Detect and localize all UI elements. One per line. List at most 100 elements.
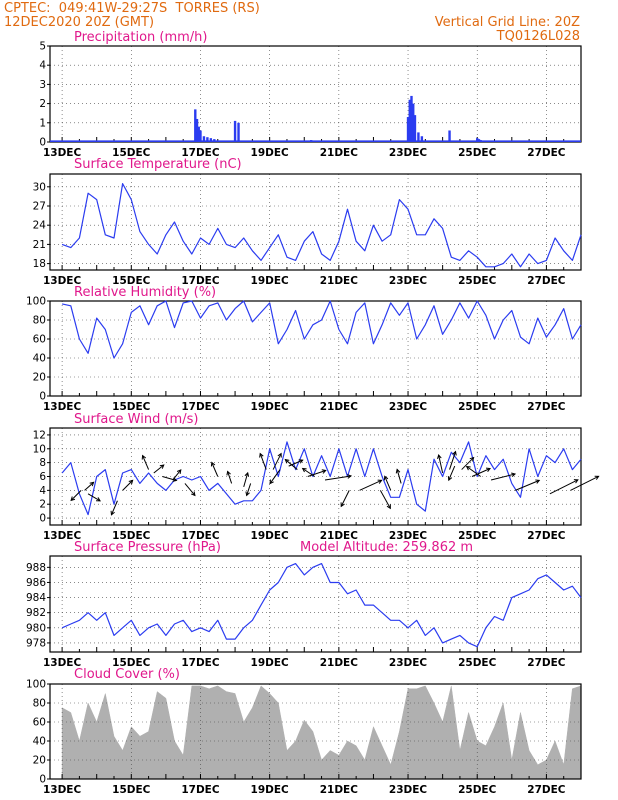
panel-title: Surface Wind (m/s) <box>74 412 198 427</box>
x-tick-label: 23DEC <box>389 147 428 159</box>
wind-arrow <box>211 462 219 477</box>
panel-3: 0 2 4 6 8 10 12 13DEC 15DEC 17DEC 19DEC 21DEC 23DEC 2… <box>33 412 600 542</box>
y-tick-label: 100 <box>26 679 46 691</box>
wind-arrow <box>288 459 303 467</box>
wind-arrow <box>384 476 392 491</box>
cloud-cover-area <box>61 685 582 780</box>
series-line-1 <box>61 183 582 268</box>
panel-5: 0 20 40 60 80 100 13DEC 15DEC 17DEC 19DEC 21DEC 23D… <box>26 667 582 796</box>
wind-arrow-head <box>89 481 95 487</box>
y-tick-label: 978 <box>26 637 46 649</box>
wind-arrow-head <box>191 491 196 497</box>
y-tick-label: 3 <box>39 79 46 91</box>
wind-arrow-head <box>128 479 134 485</box>
precip-bar <box>199 130 202 142</box>
x-tick-label: 19DEC <box>251 147 290 159</box>
y-tick-label: 12 <box>33 429 46 441</box>
wind-arrow <box>449 451 457 470</box>
series-line-4 <box>61 563 582 648</box>
wind-arrow <box>359 479 382 491</box>
wind-arrow-head <box>284 458 290 464</box>
wind-arrow <box>84 481 94 491</box>
wind-arrow-head <box>437 454 442 460</box>
wind-arrow <box>87 493 101 502</box>
x-tick-label: 13DEC <box>43 275 82 287</box>
x-tick-label: 15DEC <box>112 657 151 669</box>
precip-bar <box>233 120 237 142</box>
wind-arrow-head <box>386 504 391 510</box>
wind-arrow-head <box>452 450 457 456</box>
x-tick-label: 27DEC <box>527 401 566 413</box>
panel-title: Surface Pressure (hPa) <box>74 540 221 555</box>
wind-arrow <box>340 490 350 507</box>
y-tick-label: 80 <box>33 698 46 710</box>
wind-arrow-head <box>321 469 327 474</box>
header-run-time: 12DEC2020 20Z (GMT) <box>4 15 154 30</box>
wind-arrow-head <box>176 469 182 474</box>
panel-1: 18 21 24 27 30 13DEC 15DEC 17DEC 19DEC 21DEC 23DEC… <box>33 157 582 287</box>
wind-arrow <box>70 490 82 501</box>
wind-arrow-head <box>172 477 178 482</box>
precip-bar <box>195 118 199 142</box>
wind-arrow-head <box>511 472 517 478</box>
x-tick-label: 21DEC <box>320 657 359 669</box>
y-tick-label: 984 <box>26 592 46 604</box>
panel-4: 978 980 982 984 986 988 13DEC 15DEC 17DEC 19DEC 21… <box>26 540 582 669</box>
y-tick-label: 2 <box>39 98 46 110</box>
x-tick-label: 13DEC <box>43 147 82 159</box>
x-tick-label: 27DEC <box>527 147 566 159</box>
x-tick-label: 25DEC <box>458 147 497 159</box>
x-tick-label: 17DEC <box>181 275 220 287</box>
x-tick-label: 19DEC <box>251 784 290 796</box>
panel-title: Relative Humidity (%) <box>74 285 216 300</box>
x-tick-label: 21DEC <box>320 147 359 159</box>
x-tick-label: 13DEC <box>43 657 82 669</box>
wind-arrow <box>184 483 196 496</box>
x-tick-label: 15DEC <box>112 401 151 413</box>
wind-arrow-head <box>70 496 76 502</box>
panel-frame <box>49 683 582 780</box>
x-tick-label: 23DEC <box>389 275 428 287</box>
y-tick-label: 8 <box>39 457 46 469</box>
wind-arrow <box>490 473 516 481</box>
precip-bar <box>194 109 197 142</box>
x-tick-label: 23DEC <box>389 657 428 669</box>
y-tick-label: 986 <box>26 577 46 589</box>
wind-arrow-head <box>377 479 383 484</box>
x-tick-label: 27DEC <box>527 530 566 542</box>
x-tick-label: 13DEC <box>43 530 82 542</box>
precip-bar <box>412 103 415 142</box>
y-tick-label: 60 <box>33 334 46 346</box>
wind-arrow <box>246 483 252 496</box>
wind-arrow <box>466 466 481 477</box>
wind-arrow <box>302 468 315 477</box>
panel-frame <box>49 555 582 653</box>
panel-title: Precipitation (mm/h) <box>74 30 207 45</box>
wind-arrow <box>307 470 326 477</box>
wind-arrow <box>153 464 165 474</box>
panel-frame <box>49 427 582 526</box>
wind-arrow <box>227 471 233 484</box>
model-altitude-label: Model Altitude: 259.862 m <box>300 540 473 555</box>
header-model: TQ0126L028 <box>496 29 580 44</box>
wind-arrow-head <box>447 476 453 482</box>
series-line-3 <box>61 441 582 516</box>
y-tick-label: 980 <box>26 622 46 634</box>
wind-arrow <box>461 457 475 470</box>
precip-bar <box>420 136 424 142</box>
precip-bar <box>197 126 200 142</box>
panel-frame <box>49 45 582 143</box>
panel-frame <box>49 300 582 397</box>
y-tick-label: 6 <box>39 471 46 483</box>
x-tick-label: 25DEC <box>458 530 497 542</box>
x-tick-label: 25DEC <box>458 657 497 669</box>
wind-arrow-head <box>383 475 389 481</box>
wind-arrow <box>285 459 298 470</box>
precip-bar <box>237 122 240 142</box>
wind-arrow <box>570 475 599 491</box>
wind-arrow-head <box>594 475 600 480</box>
x-tick-label: 19DEC <box>251 401 290 413</box>
x-tick-label: 25DEC <box>458 784 497 796</box>
